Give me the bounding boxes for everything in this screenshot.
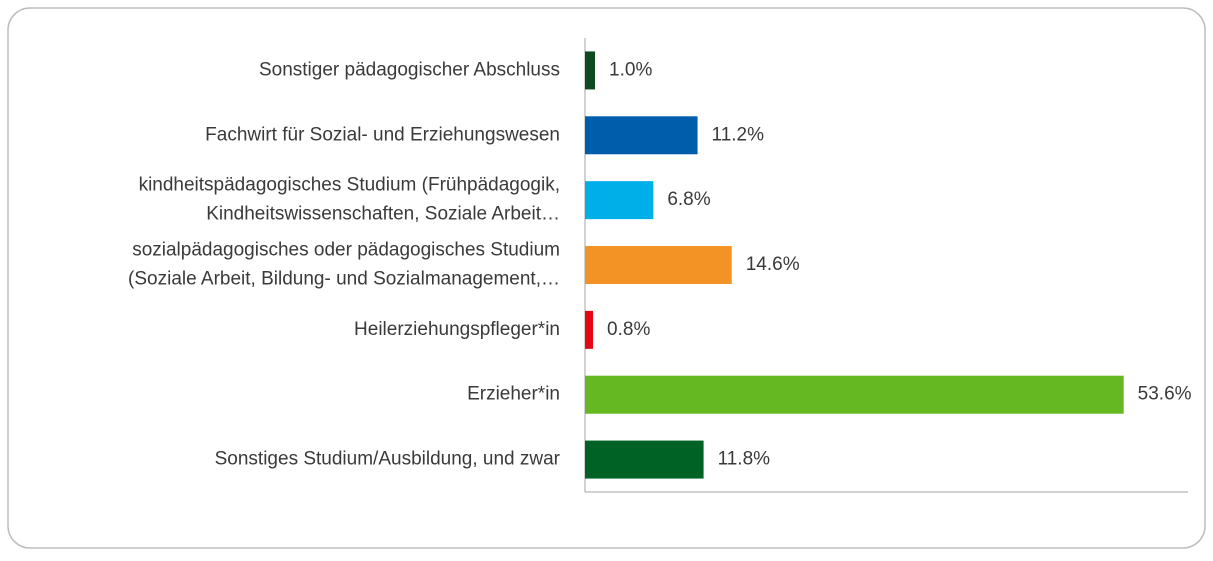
category-label-line: (Soziale Arbeit, Bildung- und Sozialmana…: [128, 269, 560, 290]
category-label-line: Heilerziehungspfleger*in: [354, 319, 560, 340]
category-label-line: sozialpädagogisches oder pädagogisches S…: [132, 240, 560, 261]
category-label-line: Sonstiger pädagogischer Abschluss: [259, 59, 560, 80]
value-label: 0.8%: [607, 319, 650, 340]
category-label: sozialpädagogisches oder pädagogisches S…: [128, 240, 560, 290]
value-label: 53.6%: [1138, 384, 1192, 405]
category-label: Sonstiges Studium/Ausbildung, und zwar: [215, 449, 561, 470]
bar: [585, 116, 698, 155]
value-label: 6.8%: [667, 189, 710, 210]
category-label: kindheitspädagogisches Studium (Frühpäda…: [139, 175, 560, 225]
category-label: Fachwirt für Sozial- und Erziehungswesen: [205, 124, 560, 145]
value-label: 1.0%: [609, 59, 652, 80]
bar: [585, 246, 732, 284]
bar: [585, 375, 1124, 414]
category-label-line: Fachwirt für Sozial- und Erziehungswesen: [205, 124, 560, 145]
bar: [585, 440, 704, 479]
bar: [585, 51, 596, 90]
category-label-line: Sonstiges Studium/Ausbildung, und zwar: [215, 449, 561, 470]
value-label: 11.8%: [718, 449, 771, 470]
category-label: Heilerziehungspfleger*in: [354, 319, 560, 340]
value-label: 14.6%: [746, 254, 800, 275]
category-label-line: kindheitspädagogisches Studium (Frühpäda…: [139, 175, 560, 196]
category-label-line: Erzieher*in: [467, 384, 560, 405]
category-label-line: Kindheitswissenschaften, Soziale Arbeit…: [206, 204, 560, 225]
bar: [585, 181, 654, 220]
category-label: Erzieher*in: [467, 384, 560, 405]
value-label: 11.2%: [712, 124, 765, 145]
category-label: Sonstiger pädagogischer Abschluss: [259, 59, 560, 80]
bar: [585, 310, 594, 349]
